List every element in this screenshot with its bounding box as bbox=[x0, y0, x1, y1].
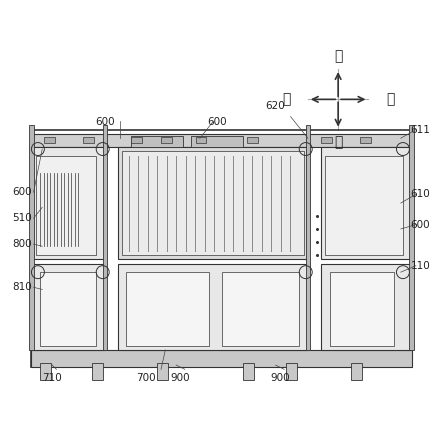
Bar bbox=[191, 136, 243, 147]
Text: 710: 710 bbox=[42, 373, 62, 383]
Bar bbox=[118, 264, 308, 350]
Bar bbox=[321, 147, 412, 259]
Bar bbox=[330, 272, 394, 346]
Text: 600: 600 bbox=[12, 187, 32, 197]
Bar bbox=[195, 137, 206, 143]
Text: 800: 800 bbox=[12, 239, 32, 249]
Bar bbox=[40, 363, 51, 380]
Text: 610: 610 bbox=[410, 189, 430, 200]
Text: 810: 810 bbox=[12, 282, 32, 292]
Bar bbox=[286, 363, 297, 380]
Bar bbox=[44, 137, 55, 143]
Text: 600: 600 bbox=[410, 219, 430, 230]
Bar bbox=[131, 136, 183, 147]
Bar bbox=[103, 125, 107, 350]
Text: 510: 510 bbox=[12, 213, 32, 223]
Bar bbox=[31, 134, 412, 147]
Bar bbox=[248, 137, 258, 143]
Bar bbox=[321, 137, 332, 143]
Text: 前: 前 bbox=[386, 92, 394, 106]
Bar bbox=[306, 125, 310, 350]
Text: 上: 上 bbox=[334, 49, 342, 63]
Text: 下: 下 bbox=[334, 136, 342, 149]
Bar bbox=[157, 363, 167, 380]
Text: 900: 900 bbox=[171, 373, 190, 383]
Bar bbox=[36, 156, 96, 255]
Text: 后: 后 bbox=[282, 92, 291, 106]
Bar bbox=[29, 125, 34, 350]
Text: 600: 600 bbox=[95, 117, 115, 127]
Bar bbox=[92, 363, 103, 380]
Bar bbox=[122, 151, 303, 255]
Bar bbox=[409, 125, 414, 350]
Text: 110: 110 bbox=[410, 260, 430, 271]
Bar bbox=[31, 147, 105, 259]
Bar bbox=[31, 350, 412, 367]
Bar bbox=[126, 272, 209, 346]
Bar bbox=[351, 363, 362, 380]
Bar bbox=[360, 137, 370, 143]
Bar bbox=[131, 137, 142, 143]
Bar bbox=[161, 137, 172, 143]
Bar bbox=[83, 137, 94, 143]
Bar bbox=[31, 264, 105, 350]
Text: 700: 700 bbox=[136, 373, 155, 383]
Bar bbox=[40, 272, 96, 346]
Text: 600: 600 bbox=[207, 117, 227, 127]
Bar bbox=[321, 264, 412, 350]
Bar bbox=[243, 363, 254, 380]
Bar bbox=[31, 130, 412, 367]
Bar bbox=[222, 272, 299, 346]
Text: 900: 900 bbox=[270, 373, 290, 383]
Bar bbox=[325, 156, 403, 255]
Text: 611: 611 bbox=[410, 124, 430, 135]
Text: 620: 620 bbox=[266, 101, 285, 111]
Bar bbox=[118, 147, 308, 259]
